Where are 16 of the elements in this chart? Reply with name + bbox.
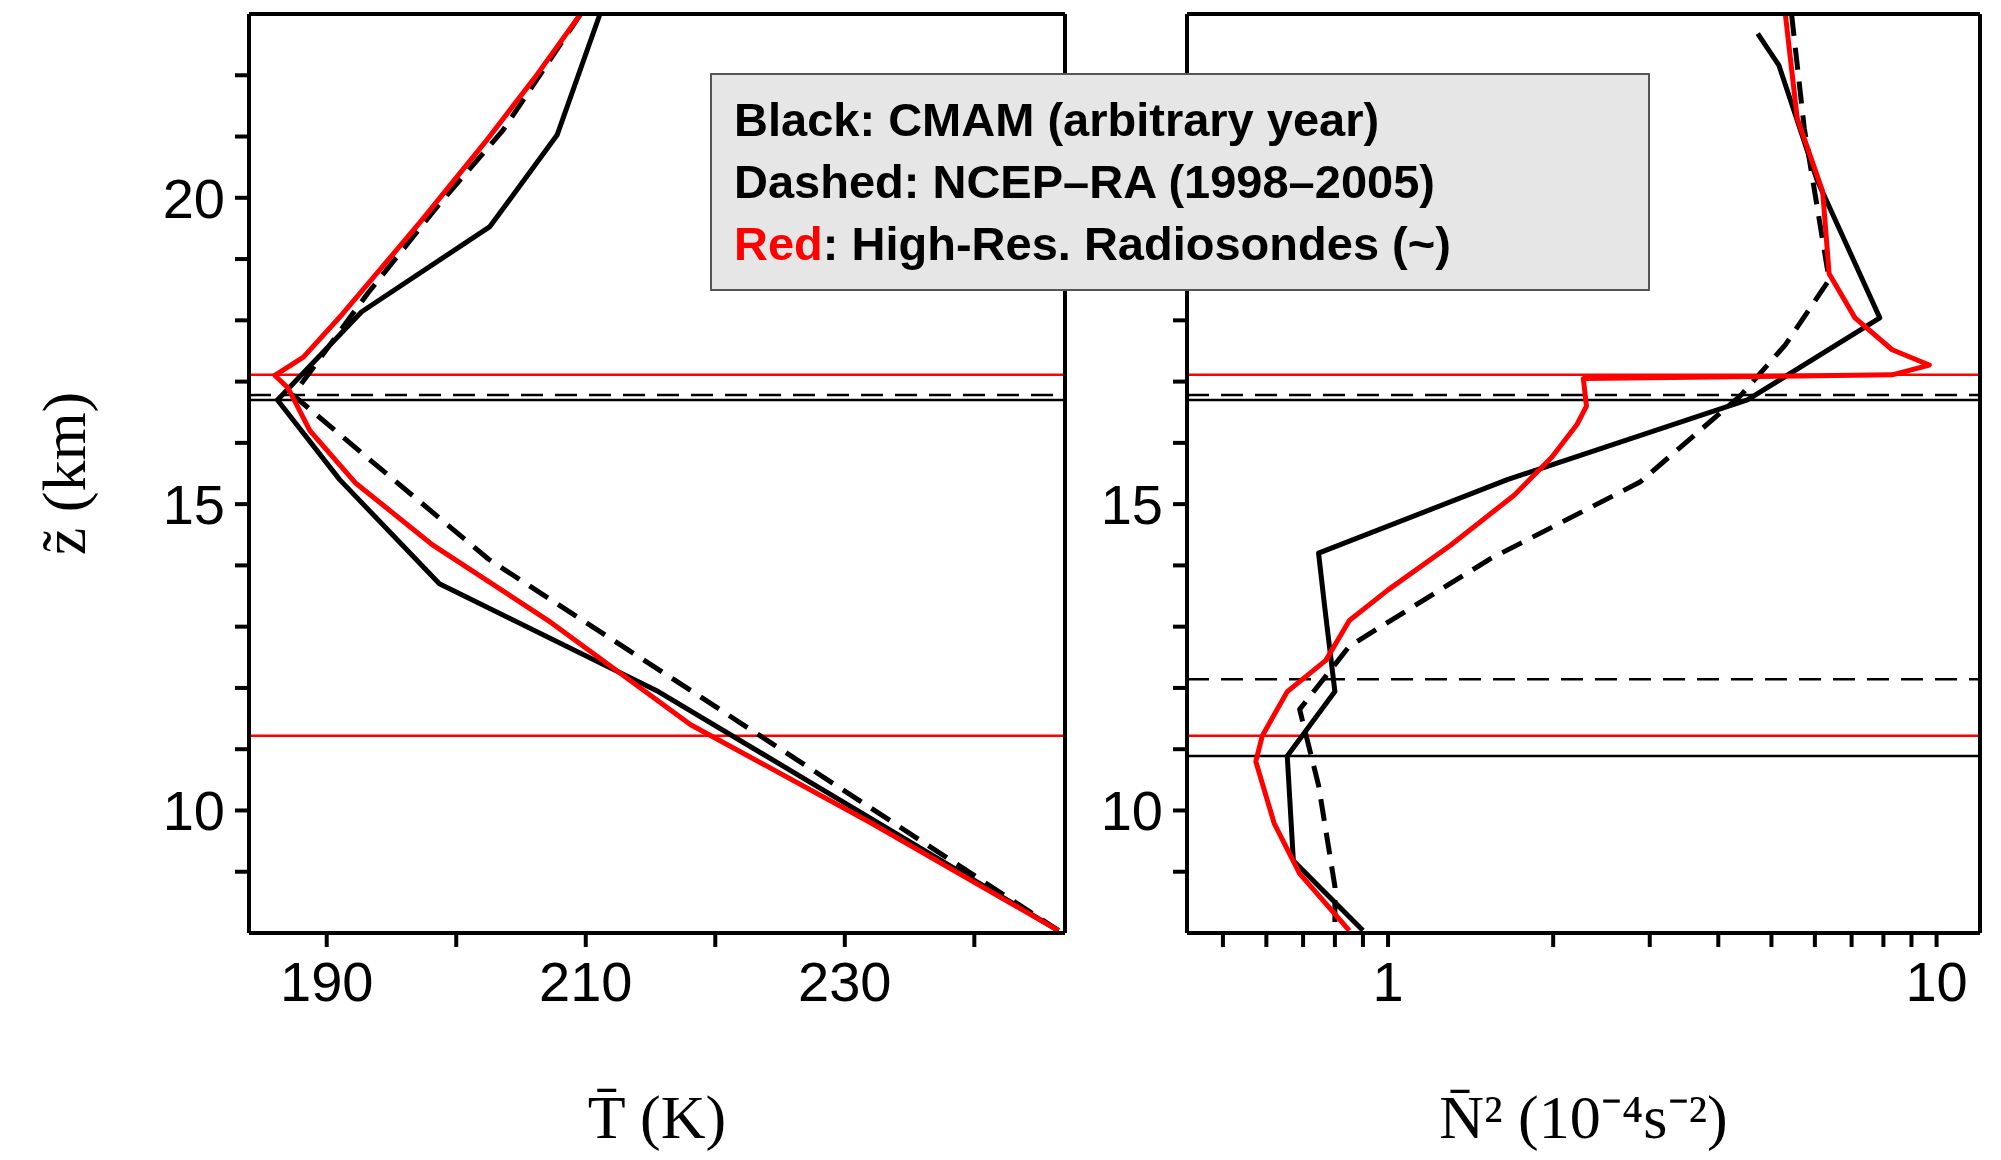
y-axis-title: z̃ (km) (30, 391, 100, 556)
x-axis-title: T̄ (K) (587, 1083, 727, 1152)
y-tick-label: 20 (162, 166, 225, 230)
x-tick-label: 1 (1372, 949, 1404, 1013)
annotation: Red: High-Res. Radiosondes (~) (734, 216, 1452, 272)
x-tick-label: 10 (1905, 949, 1968, 1013)
y-tick-label: 15 (162, 473, 225, 537)
annotation: Black: CMAM (arbitrary year) (734, 92, 1381, 148)
x-tick-label: 230 (798, 949, 892, 1013)
note-box: Black: CMAM (arbitrary year) Dashed: NCEP–RA (1998–2005) Red: High-Res. Radiosondes (~) (710, 73, 1650, 291)
x-tick-label: 210 (539, 949, 633, 1013)
y-tick-label: 15 (1100, 473, 1163, 537)
x-axis-title: N̄² (10⁻⁴s⁻²) (1439, 1083, 1728, 1152)
annotation: Dashed: NCEP–RA (1998–2005) (734, 154, 1436, 210)
y-tick-label: 10 (162, 779, 225, 843)
x-tick-label: 190 (280, 949, 374, 1013)
